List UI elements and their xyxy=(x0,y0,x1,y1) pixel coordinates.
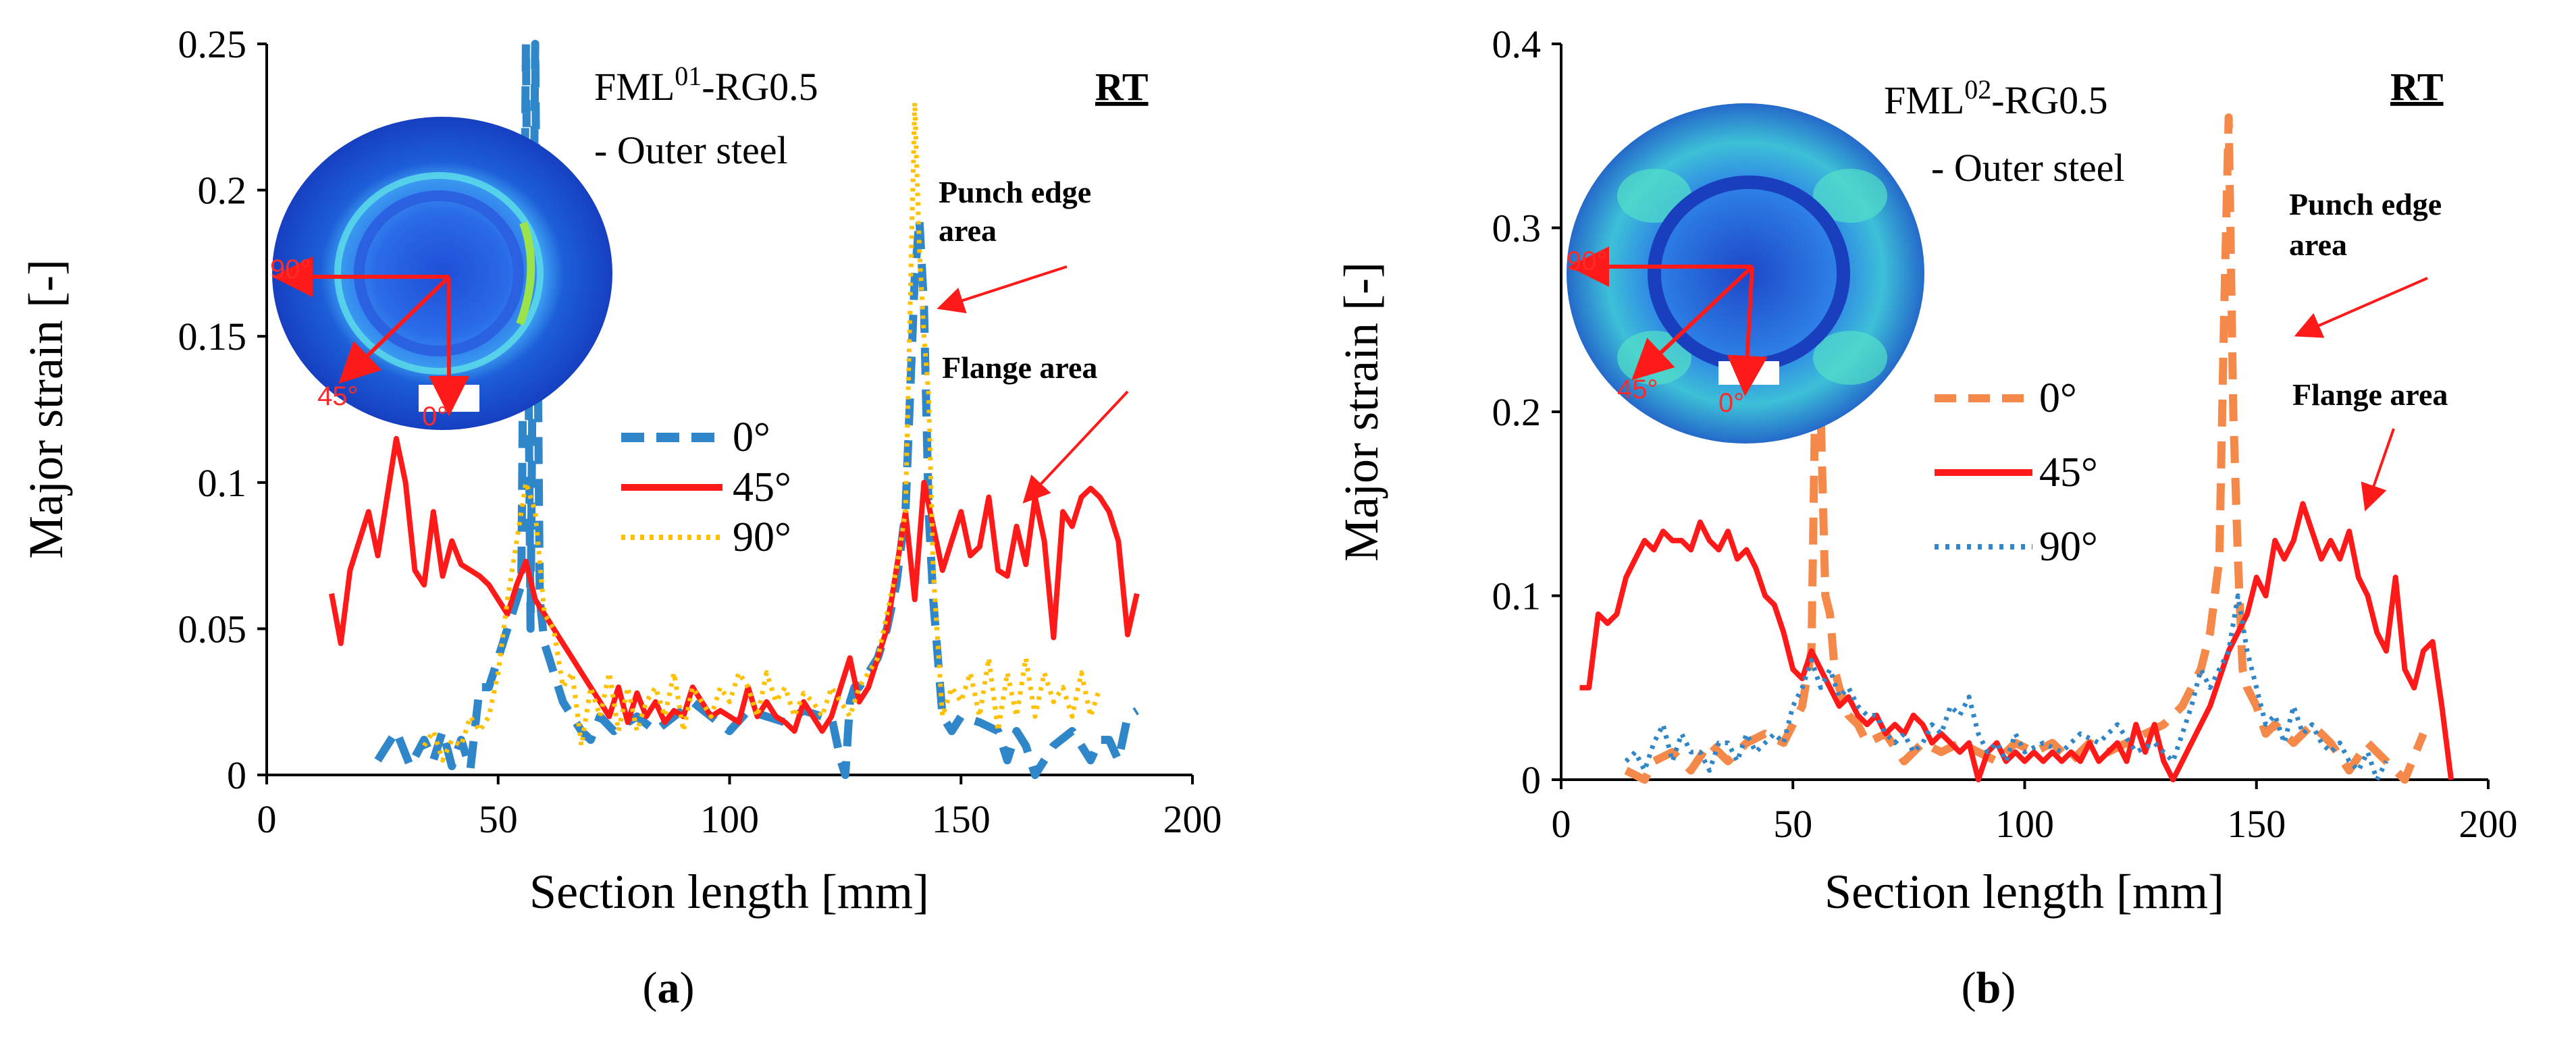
panel-a-legend-label-0: 0° xyxy=(733,414,770,460)
panel-b-annotation-punch-edge-1: Punch edge xyxy=(2289,187,2442,221)
panel-b-legend-label-90: 90° xyxy=(2039,524,2098,570)
panel-b-inset-label-0: 0° xyxy=(1718,388,1744,418)
panel-a-inset-label-45: 45° xyxy=(317,381,359,411)
panel-b-annotation-arrow-2 xyxy=(2361,428,2395,512)
panel-b-x-ticks: 0 50 100 150 200 xyxy=(1552,780,2518,846)
panel-a-y-tick-label: 0.1 xyxy=(198,461,247,505)
panel-b-annotation-punch-edge-2: area xyxy=(2289,227,2347,262)
panel-b-x-tick-label: 100 xyxy=(1995,802,2054,846)
panel-a-y-tick-label: 0.05 xyxy=(178,607,247,651)
panel-a-inset-label-90: 90° xyxy=(270,254,311,284)
panel-a: 0 0.05 0.1 0.15 0.2 0.25 0 50 100 150 200 90° 45°… xyxy=(19,22,1222,1013)
panel-a-series-line-90deg xyxy=(422,100,1103,763)
panel-a-inset-label-0: 0° xyxy=(422,402,448,431)
panel-b-series xyxy=(1579,113,2454,784)
panel-b-x-tick-label: 150 xyxy=(2227,802,2286,846)
panel-a-series-line-0deg xyxy=(374,40,1139,779)
panel-a-y-tick-label: 0.25 xyxy=(178,22,247,66)
panel-b-legend: 0° 45° 90° xyxy=(1935,375,2098,570)
panel-a-y-label: Major strain [-] xyxy=(19,259,73,559)
panel-a-annotation-flange: Flange area xyxy=(942,350,1097,385)
panel-b-y-tick-label: 0.1 xyxy=(1492,574,1542,618)
panel-a-x-tick-label: 200 xyxy=(1163,797,1222,841)
panel-a-x-tick-label: 0 xyxy=(257,797,277,841)
panel-a-annotation-arrow-1 xyxy=(937,265,1068,314)
panel-b-condition: RT xyxy=(2390,65,2444,109)
panel-a-x-tick-label: 100 xyxy=(700,797,759,841)
panel-b-caption: (b) xyxy=(1962,963,2016,1013)
panel-a-y-tick-label: 0.2 xyxy=(198,169,247,213)
panel-b-x-label: Section length [mm] xyxy=(1824,865,2224,919)
panel-a-y-tick-label: 0 xyxy=(227,753,246,797)
panel-a-subtitle: - Outer steel xyxy=(594,128,788,172)
panel-b-x-tick-label: 50 xyxy=(1773,802,1812,846)
panel-b-series-line-90deg xyxy=(1624,593,2389,782)
panel-b-subtitle: - Outer steel xyxy=(1931,146,2125,190)
panel-b-annotation-flange: Flange area xyxy=(2292,377,2448,412)
panel-b-inset-image: 90° 45° 0° xyxy=(1567,103,1924,444)
panel-b-annotation-arrow-1 xyxy=(2294,277,2428,338)
panel-b-x-tick-label: 0 xyxy=(1552,802,1571,846)
panel-b-y-tick-label: 0.3 xyxy=(1492,207,1542,250)
panel-b-title: FML02-RG0.5 xyxy=(1884,74,2108,122)
panel-a-x-tick-label: 50 xyxy=(479,797,518,841)
panel-b-legend-label-45: 45° xyxy=(2039,450,2098,495)
panel-a-annotation-arrow-2 xyxy=(1022,390,1129,504)
panel-b-inset-label-90: 90° xyxy=(1567,246,1608,276)
panel-a-legend: 0° 45° 90° xyxy=(621,414,791,560)
panel-a-annotation-punch-edge-1: Punch edge xyxy=(939,175,1091,209)
panel-b-y-tick-label: 0.4 xyxy=(1492,22,1542,66)
panel-a-inset-image: 90° 45° 0° xyxy=(270,117,612,431)
panel-a-series-line-45deg xyxy=(329,435,1140,734)
panel-a-title: FML01-RG0.5 xyxy=(594,61,818,109)
panel-a-x-label: Section length [mm] xyxy=(529,865,929,919)
panel-a-condition: RT xyxy=(1095,65,1149,109)
panel-b: 0 0.1 0.2 0.3 0.4 0 50 100 150 200 90° 45° 0° FM… xyxy=(1334,22,2518,1013)
panel-a-annotation-punch-edge-2: area xyxy=(939,213,997,248)
panel-a-x-tick-label: 150 xyxy=(932,797,991,841)
panel-a-x-ticks: 0 50 100 150 200 xyxy=(257,775,1222,841)
panel-b-x-tick-label: 200 xyxy=(2459,802,2518,846)
panel-a-y-ticks: 0 0.05 0.1 0.15 0.2 0.25 xyxy=(178,22,267,797)
panel-a-legend-label-90: 90° xyxy=(733,514,791,560)
panel-b-legend-label-0: 0° xyxy=(2039,375,2077,421)
panel-b-y-label: Major strain [-] xyxy=(1334,262,1388,562)
panel-a-y-tick-label: 0.15 xyxy=(178,315,247,358)
panel-b-y-tick-label: 0 xyxy=(1521,758,1541,802)
panel-a-series xyxy=(329,40,1140,779)
panel-a-legend-label-45: 45° xyxy=(733,464,791,510)
panel-a-caption: (a) xyxy=(643,963,695,1013)
panel-b-y-ticks: 0 0.1 0.2 0.3 0.4 xyxy=(1492,22,1561,802)
panel-b-inset-label-45: 45° xyxy=(1617,375,1658,404)
panel-b-series-line-45deg xyxy=(1579,501,2454,782)
panel-b-y-tick-label: 0.2 xyxy=(1492,390,1542,434)
